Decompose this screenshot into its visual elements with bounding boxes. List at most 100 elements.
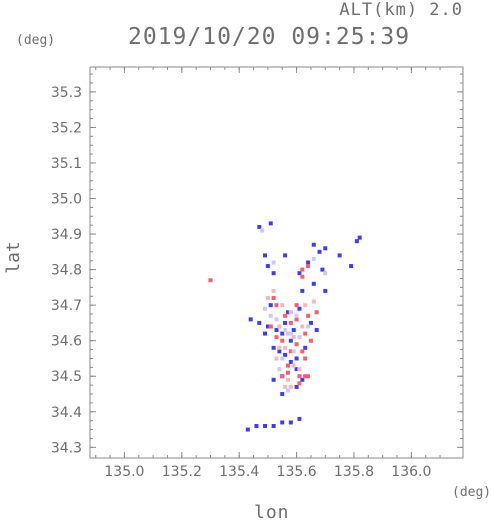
data-point-0 [257, 224, 262, 229]
data-point-2 [274, 356, 279, 361]
data-point-1 [208, 278, 213, 283]
data-point-0 [271, 271, 276, 276]
data-point-0 [268, 221, 273, 226]
data-point-0 [323, 288, 328, 293]
data-point-2 [297, 367, 302, 372]
data-point-3 [268, 313, 273, 318]
data-point-2 [283, 345, 288, 350]
data-point-2 [288, 310, 293, 315]
data-point-2 [311, 299, 316, 304]
data-point-0 [294, 367, 299, 372]
y-tick-label: 35.3 [51, 85, 82, 101]
data-point-0 [300, 377, 305, 382]
data-point-1 [300, 274, 305, 279]
y-tick-label: 35.1 [51, 156, 82, 172]
timestamp-title: 2019/10/20 09:25:39 [128, 24, 411, 50]
data-point-2 [300, 324, 305, 329]
data-point-1 [280, 338, 285, 343]
data-point-0 [311, 281, 316, 286]
data-point-2 [285, 377, 290, 382]
data-point-0 [263, 424, 268, 429]
y-tick-label: 34.5 [51, 369, 82, 385]
data-point-2 [277, 324, 282, 329]
data-point-0 [297, 306, 302, 311]
data-point-3 [274, 317, 279, 322]
data-point-1 [297, 381, 302, 386]
data-point-0 [257, 320, 262, 325]
data-point-1 [288, 349, 293, 354]
data-point-3 [291, 349, 296, 354]
data-point-1 [294, 317, 299, 322]
x-tick-label: 135.8 [334, 464, 374, 480]
data-point-2 [288, 384, 293, 389]
data-point-1 [300, 349, 305, 354]
x-tick-label: 136.0 [391, 464, 431, 480]
data-point-2 [285, 331, 290, 336]
data-point-3 [260, 228, 265, 233]
data-point-0 [349, 264, 354, 269]
x-axis-label: lon [254, 502, 290, 523]
data-point-3 [263, 306, 268, 311]
data-point-0 [300, 288, 305, 293]
data-point-1 [303, 374, 308, 379]
y-tick-label: 34.9 [51, 227, 82, 243]
data-point-1 [306, 313, 311, 318]
data-point-1 [268, 324, 273, 329]
data-point-1 [306, 264, 311, 269]
y-tick-label: 34.7 [51, 298, 82, 314]
data-point-0 [254, 424, 259, 429]
y-axis-unit: (deg) [16, 33, 56, 48]
y-tick-label: 35.2 [51, 120, 82, 136]
data-point-0 [288, 420, 293, 425]
y-tick-label: 34.8 [51, 263, 82, 279]
data-point-0 [263, 331, 268, 336]
y-tick-label: 34.3 [51, 440, 82, 456]
data-point-3 [297, 335, 302, 340]
data-point-3 [280, 356, 285, 361]
data-point-2 [271, 288, 276, 293]
data-point-2 [280, 303, 285, 308]
data-point-0 [291, 328, 296, 333]
plot-frame [89, 66, 464, 459]
x-tick-label: 135.2 [162, 464, 202, 480]
data-point-0 [283, 253, 288, 258]
data-point-2 [283, 384, 288, 389]
data-point-3 [288, 331, 293, 336]
data-point-0 [308, 320, 313, 325]
data-point-0 [274, 328, 279, 333]
data-point-0 [280, 331, 285, 336]
data-point-0 [354, 239, 359, 244]
data-point-1 [308, 338, 313, 343]
data-point-1 [294, 342, 299, 347]
data-point-2 [277, 345, 282, 350]
data-point-1 [300, 267, 305, 272]
data-point-2 [291, 363, 296, 368]
x-tick-label: 135.4 [219, 464, 259, 480]
data-point-3 [323, 271, 328, 276]
data-point-0 [268, 303, 273, 308]
data-point-0 [271, 424, 276, 429]
x-axis-unit: (deg) [452, 485, 491, 500]
data-point-0 [288, 338, 293, 343]
y-tick-label: 34.6 [51, 334, 82, 350]
data-point-0 [357, 235, 362, 240]
data-point-0 [314, 328, 319, 333]
data-point-1 [280, 374, 285, 379]
y-tick-label: 35.0 [51, 192, 82, 208]
data-point-0 [297, 271, 302, 276]
data-point-3 [306, 324, 311, 329]
data-point-0 [294, 384, 299, 389]
data-point-0 [277, 349, 282, 354]
data-point-1 [294, 303, 299, 308]
data-point-1 [285, 363, 290, 368]
data-point-0 [248, 317, 253, 322]
x-tick-label: 135.0 [104, 464, 144, 480]
data-point-0 [320, 267, 325, 272]
data-point-1 [303, 331, 308, 336]
data-point-1 [274, 335, 279, 340]
data-point-0 [297, 416, 302, 421]
data-point-1 [283, 313, 288, 318]
data-point-0 [271, 377, 276, 382]
data-point-0 [294, 356, 299, 361]
data-point-2 [265, 296, 270, 301]
